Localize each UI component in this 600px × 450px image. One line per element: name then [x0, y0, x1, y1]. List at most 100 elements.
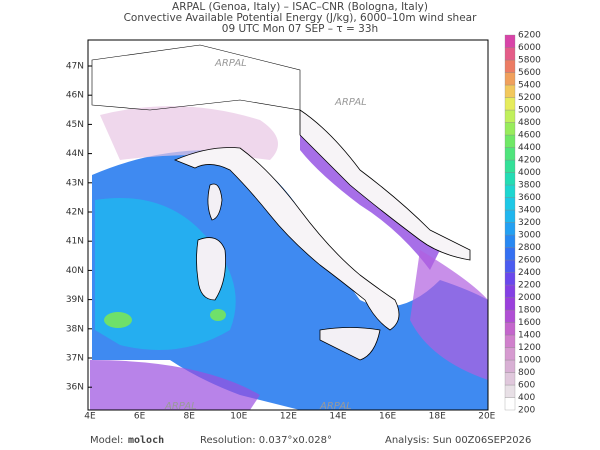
- latitude-label: 42N: [66, 208, 84, 218]
- colorbar: 200 400 600 800 1000 1200 1400 1600 1800 2000 2200…: [504, 31, 541, 416]
- colorbar-swatch: [504, 147, 516, 161]
- colorbar-swatch: [504, 309, 516, 323]
- colorbar-label: 4200: [518, 156, 541, 166]
- colorbar-label: 1400: [518, 331, 541, 341]
- colorbar-swatch: [504, 34, 516, 48]
- field-green: [104, 312, 132, 328]
- latitude-label: 43N: [66, 178, 84, 188]
- title-line: ARPAL (Genoa, Italy) – ISAC–CNR (Bologna…: [172, 1, 428, 13]
- colorbar-label: 4600: [518, 131, 541, 141]
- colorbar-swatch: [504, 384, 516, 398]
- colorbar-swatch: [504, 284, 516, 298]
- colorbar-label: 600: [518, 381, 535, 391]
- longitude-label: 8E: [183, 412, 195, 422]
- colorbar-swatch: [504, 172, 516, 186]
- colorbar-swatch: [504, 184, 516, 198]
- watermark: ARPAL: [164, 401, 197, 412]
- colorbar-swatch: [504, 109, 516, 123]
- latitude-label: 38N: [66, 324, 84, 334]
- colorbar-swatch: [504, 247, 516, 261]
- longitude-label: 20E: [478, 412, 495, 422]
- colorbar-swatch: [504, 47, 516, 61]
- latitude-label: 39N: [66, 295, 84, 305]
- colorbar-label: 1200: [518, 343, 541, 353]
- sicily: [319, 327, 381, 361]
- latitude-label: 45N: [66, 120, 84, 130]
- colorbar-label: 1000: [518, 356, 541, 366]
- colorbar-label: 1800: [518, 306, 541, 316]
- colorbar-swatch: [504, 334, 516, 348]
- axis-labels: 47N 46N 45N 44N 43N 42N 41N 40N 39N 38N 37N 36N 4E 6E…: [66, 62, 496, 422]
- corsica: [207, 183, 223, 221]
- colorbar-label: 2000: [518, 293, 541, 303]
- field-purple: [90, 360, 260, 410]
- colorbar-label: 3400: [518, 206, 541, 216]
- colorbar-swatch: [504, 59, 516, 73]
- watermark: ARPAL: [334, 97, 367, 108]
- colorbar-label: 3600: [518, 193, 541, 203]
- footer-analysis: Analysis: Sun 00Z06SEP2026: [385, 435, 531, 446]
- longitude-label: 16E: [379, 412, 396, 422]
- colorbar-label: 4000: [518, 168, 541, 178]
- map-frame: [87, 39, 489, 411]
- colorbar-label: 3800: [518, 181, 541, 191]
- colorbar-label: 5200: [518, 93, 541, 103]
- field-pink: [100, 106, 278, 160]
- colorbar-swatch: [504, 234, 516, 248]
- colorbar-swatch: [504, 122, 516, 136]
- colorbar-swatch: [504, 209, 516, 223]
- latitude-label: 40N: [66, 266, 84, 276]
- colorbar-label: 2400: [518, 268, 541, 278]
- longitude-label: 10E: [230, 412, 247, 422]
- colorbar-label: 1600: [518, 318, 541, 328]
- latitude-label: 47N: [66, 62, 84, 72]
- latitude-label: 41N: [66, 237, 84, 247]
- field-green: [210, 309, 226, 321]
- longitude-label: 14E: [329, 412, 346, 422]
- title-line: 09 UTC Mon 07 SEP – τ = 33h: [222, 23, 378, 35]
- colorbar-label: 4400: [518, 143, 541, 153]
- title-line: Convective Available Potential Energy (J…: [124, 12, 478, 24]
- colorbar-label: 5600: [518, 68, 541, 78]
- colorbar-swatch: [504, 72, 516, 86]
- colorbar-label: 6200: [518, 31, 541, 41]
- colorbar-swatch: [504, 397, 516, 411]
- colorbar-swatch: [504, 134, 516, 148]
- colorbar-label: 5000: [518, 106, 541, 116]
- italy: [173, 147, 400, 331]
- colorbar-swatch: [504, 272, 516, 286]
- latitude-label: 46N: [66, 91, 84, 101]
- watermark: ARPAL: [319, 401, 352, 412]
- colorbar-label: 800: [518, 368, 535, 378]
- field-ionian: [410, 250, 488, 380]
- colorbar-swatch: [504, 259, 516, 273]
- longitude-label: 4E: [84, 412, 96, 422]
- latitude-label: 36N: [66, 383, 84, 393]
- footer-model: moloch: [128, 435, 164, 446]
- longitude-label: 12E: [280, 412, 297, 422]
- footer-resolution: Resolution: 0.037°x0.028°: [200, 435, 332, 446]
- colorbar-swatch: [504, 222, 516, 236]
- colorbar-swatch: [504, 84, 516, 98]
- colorbar-label: 6000: [518, 43, 541, 53]
- footer-model-label: Model:: [90, 435, 123, 446]
- sardinia: [196, 237, 226, 301]
- colorbar-swatch: [504, 297, 516, 311]
- colorbar-label: 2600: [518, 256, 541, 266]
- colorbar-swatch: [504, 197, 516, 211]
- colorbar-label: 2800: [518, 243, 541, 253]
- colorbar-swatch: [504, 97, 516, 111]
- latitude-label: 44N: [66, 149, 84, 159]
- colorbar-swatch: [504, 322, 516, 336]
- longitude-label: 6E: [134, 412, 146, 422]
- colorbar-swatch: [504, 347, 516, 361]
- field-cyan: [95, 198, 236, 350]
- latitude-label: 37N: [66, 354, 84, 364]
- watermark: ARPAL: [214, 58, 247, 69]
- colorbar-label: 4800: [518, 118, 541, 128]
- longitude-label: 18E: [429, 412, 446, 422]
- colorbar-label: 3000: [518, 231, 541, 241]
- map: ARPAL ARPAL ARPAL ARPAL: [87, 39, 489, 412]
- alps-border: [91, 44, 301, 111]
